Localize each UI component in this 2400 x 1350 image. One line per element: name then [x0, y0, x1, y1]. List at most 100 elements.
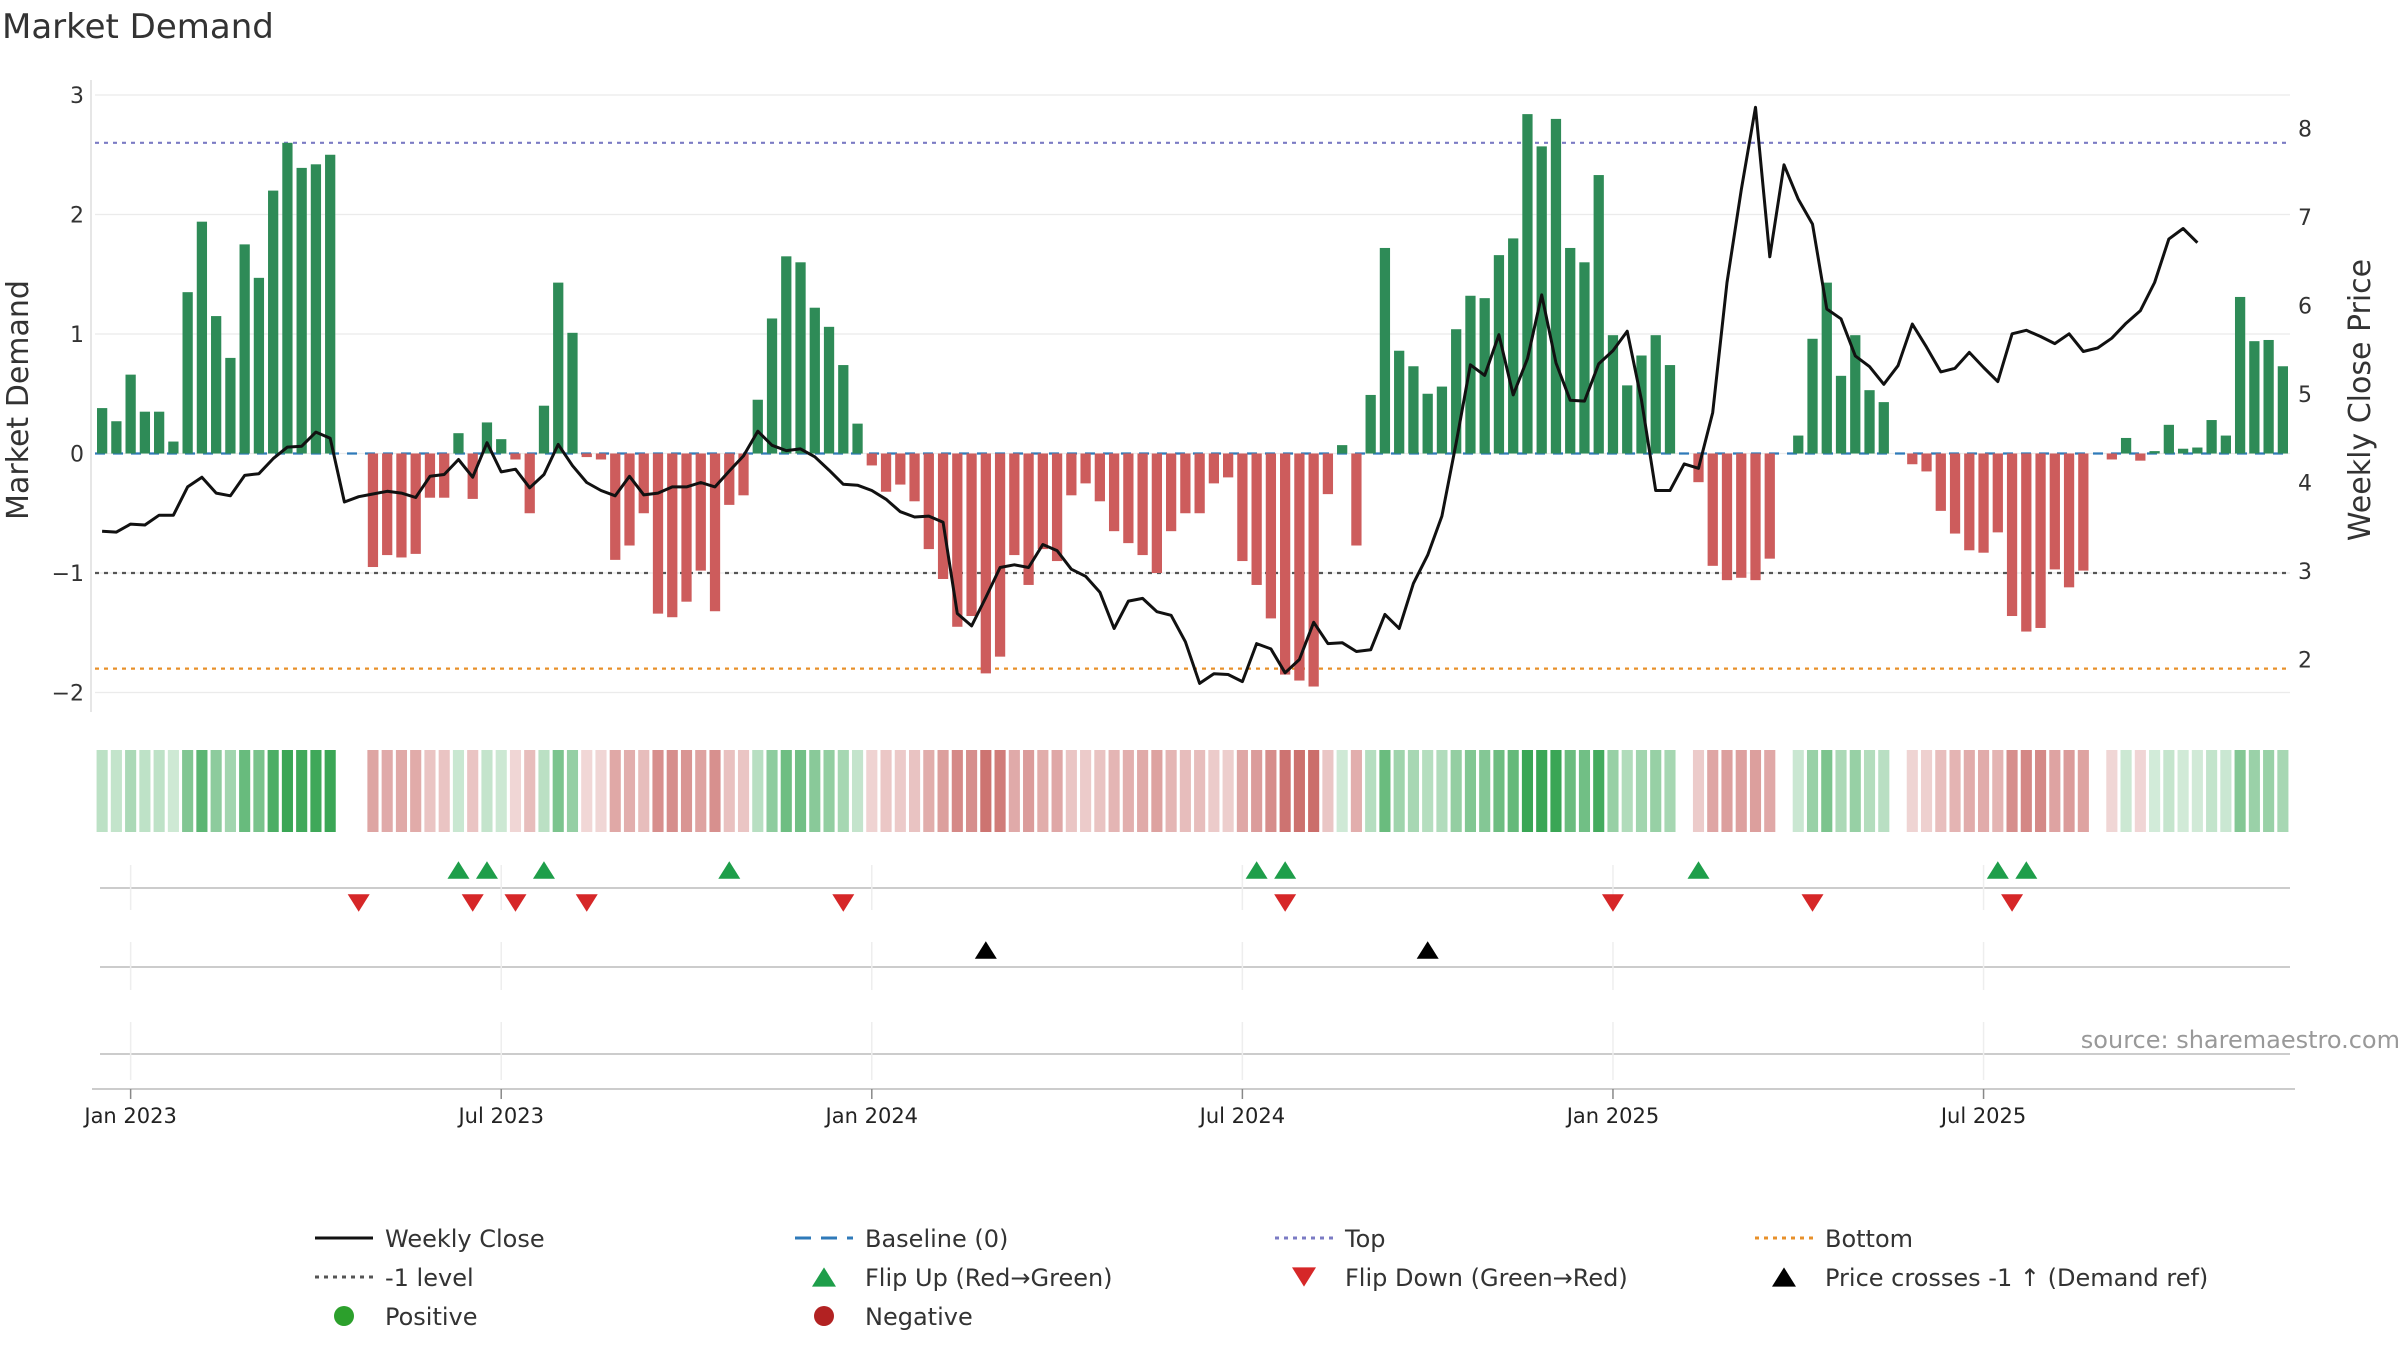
heat-cell: [2234, 750, 2246, 832]
positive-demand-bar: [168, 441, 179, 454]
positive-demand-bar: [268, 190, 279, 454]
positive-demand-bar: [2206, 420, 2217, 454]
legend-item: Weekly Close: [315, 1225, 545, 1253]
negative-demand-bar: [2035, 453, 2046, 628]
heat-cell: [1721, 750, 1733, 832]
legend-swatch: [1292, 1267, 1316, 1287]
heat-cell: [723, 750, 735, 832]
negative-demand-bar: [1208, 453, 1220, 484]
positive-demand-bar: [182, 292, 193, 454]
heat-cell: [1379, 750, 1391, 832]
positive-demand-bar: [496, 439, 507, 454]
negative-demand-bar: [667, 453, 678, 618]
heat-cell: [1407, 750, 1419, 832]
legend-label: Bottom: [1825, 1225, 1913, 1253]
heat-cell: [1906, 750, 1918, 832]
heat-cell: [909, 750, 921, 832]
positive-demand-bar: [781, 256, 792, 454]
heat-cell: [1165, 750, 1177, 832]
x-tick-label: Jan 2023: [82, 1104, 177, 1128]
negative-demand-bar: [1308, 453, 1319, 687]
negative-demand-bar: [1051, 453, 1063, 562]
heat-cell: [110, 750, 122, 832]
legend-item: -1 level: [315, 1264, 474, 1292]
heat-cell: [1436, 750, 1448, 832]
positive-demand-bar: [211, 316, 222, 454]
heat-cell: [467, 750, 479, 832]
heat-cell: [2049, 750, 2061, 832]
heat-cell: [1365, 750, 1377, 832]
heat-cell: [2020, 750, 2032, 832]
legend-item: Flip Up (Red→Green): [812, 1264, 1113, 1292]
heat-cell: [1137, 750, 1149, 832]
positive-demand-bar: [553, 282, 564, 454]
heat-cell: [1108, 750, 1120, 832]
positive-demand-bar: [2220, 435, 2231, 454]
negative-demand-bar: [2049, 453, 2060, 570]
heat-cell: [2277, 750, 2289, 832]
flip-down-marker: [1801, 894, 1824, 912]
heat-cell: [2106, 750, 2118, 832]
heat-cell: [966, 750, 978, 832]
flip-up-marker: [1274, 861, 1297, 879]
positive-demand-bar: [838, 365, 849, 454]
positive-demand-bar: [239, 244, 250, 454]
positive-demand-bar: [2234, 296, 2246, 454]
legend-item: Price crosses -1 ↑ (Demand ref): [1772, 1264, 2208, 1292]
weekly-close-series: [102, 105, 2199, 685]
heat-cell: [1279, 750, 1291, 832]
heat-cell: [2006, 750, 2018, 832]
negative-demand-bar: [1978, 453, 1989, 553]
heat-cell: [182, 750, 194, 832]
positive-demand-bar: [296, 167, 307, 454]
y-tick-label: 3: [70, 84, 84, 109]
heat-cell: [609, 750, 621, 832]
flip-up-marker: [718, 861, 741, 879]
legend-label: Flip Up (Red→Green): [865, 1264, 1113, 1292]
heat-cell: [1707, 750, 1719, 832]
heat-cell: [1935, 750, 1947, 832]
negative-demand-bar: [1180, 453, 1191, 514]
negative-demand-bar: [709, 453, 721, 612]
heat-cell: [809, 750, 821, 832]
price-cross-panel: [100, 941, 2290, 990]
negative-demand-bar: [581, 453, 592, 458]
heat-cell: [866, 750, 878, 832]
heat-cell: [1821, 750, 1833, 832]
heat-cell: [1236, 750, 1248, 832]
heat-cell: [566, 750, 579, 832]
heat-cell: [153, 750, 165, 832]
heat-cell: [1564, 750, 1576, 832]
heat-cell: [623, 750, 636, 832]
heat-cell: [1650, 750, 1662, 832]
negative-demand-bar: [610, 453, 621, 560]
heat-cell: [752, 750, 764, 832]
heat-cell: [680, 750, 693, 832]
heat-cell: [980, 750, 992, 832]
negative-demand-bar: [1322, 453, 1334, 495]
y2-tick-label: 8: [2298, 118, 2312, 143]
legend-swatch: [814, 1306, 834, 1326]
negative-demand-bar: [980, 453, 991, 674]
heat-cell: [1692, 750, 1705, 832]
positive-demand-bar: [1379, 247, 1391, 454]
heat-cell: [1507, 750, 1519, 832]
legend-item: Baseline (0): [795, 1225, 1008, 1253]
positive-demand-bar: [310, 164, 322, 454]
heat-cell: [524, 750, 536, 832]
negative-demand-bar: [1137, 453, 1148, 556]
flip-down-marker: [461, 894, 484, 912]
heat-cell: [1308, 750, 1320, 832]
heat-cell: [1008, 750, 1020, 832]
heat-cell: [1208, 750, 1220, 832]
negative-demand-bar: [724, 453, 735, 505]
heat-cell: [552, 750, 564, 832]
positive-demand-bar: [111, 421, 122, 454]
flip-up-marker: [2015, 861, 2038, 879]
x-axis: Jan 2023 Jul 2023 Jan 2024 Jul 2024 Jan 2025…: [82, 1088, 2295, 1128]
negative-demand-bar: [595, 453, 607, 460]
heat-cell: [1293, 750, 1305, 832]
y-tick-label: 2: [70, 204, 84, 229]
negative-demand-bar: [994, 453, 1006, 657]
